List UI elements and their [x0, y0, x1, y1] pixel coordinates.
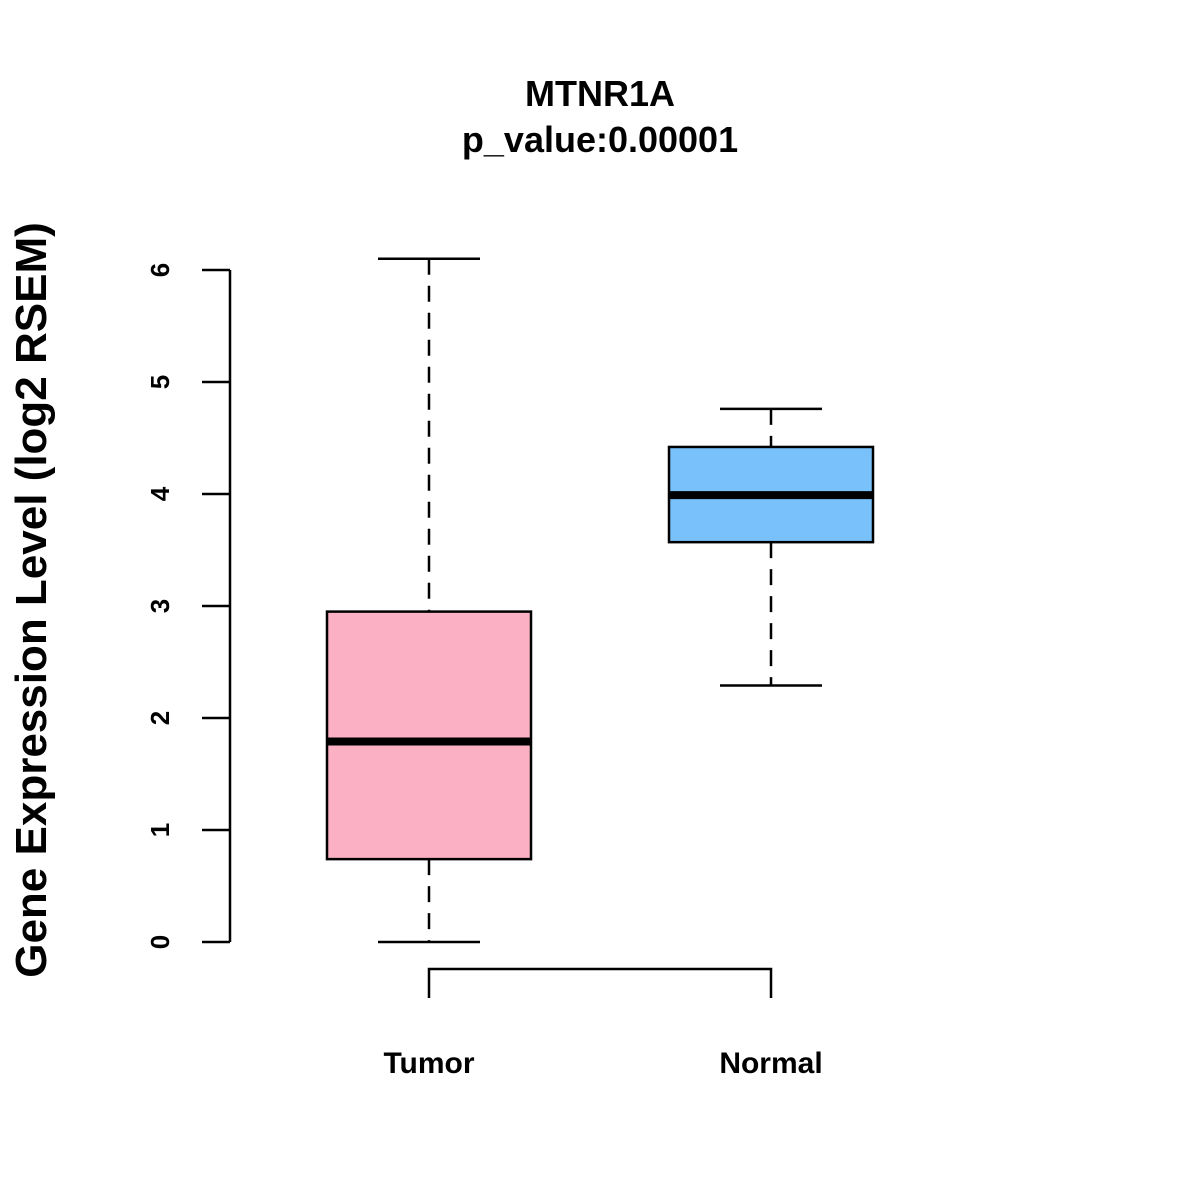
- chart-subtitle: p_value:0.00001: [462, 119, 738, 160]
- y-tick-label: 3: [145, 599, 175, 613]
- box-tumor: [325, 257, 533, 944]
- y-tick-label: 4: [145, 486, 175, 501]
- category-labels: Tumor Normal: [383, 1047, 822, 1080]
- y-tick-label: 0: [145, 935, 175, 949]
- y-axis: 0 1 2 3 4 5 6: [145, 263, 232, 949]
- category-label-normal: Normal: [719, 1047, 822, 1080]
- comparison-bracket: [427, 967, 773, 998]
- iqr-box: [325, 610, 533, 861]
- bracket-line: [427, 967, 773, 998]
- y-tick-label: 2: [145, 711, 175, 725]
- y-tick-label: 5: [145, 375, 175, 389]
- y-axis-label: Gene Expression Level (log2 RSEM): [7, 222, 56, 978]
- category-label-tumor: Tumor: [383, 1047, 474, 1080]
- y-tick-label: 6: [145, 263, 175, 277]
- chart-title: MTNR1A: [525, 73, 675, 114]
- y-tick-label: 1: [145, 823, 175, 837]
- box-normal: [667, 407, 875, 687]
- boxes-layer: [325, 257, 875, 944]
